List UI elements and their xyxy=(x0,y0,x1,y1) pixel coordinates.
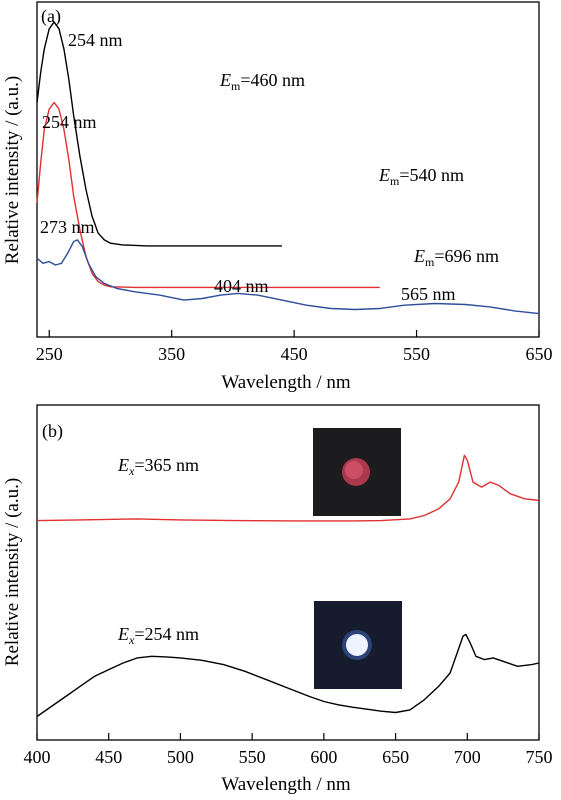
em-label-460: Em=460 nm xyxy=(219,70,305,93)
panel-b-x-tick-label: 450 xyxy=(95,747,122,767)
panel-a-xlabel: Wavelength / nm xyxy=(221,372,351,393)
ex-label-254: Ex=254 nm xyxy=(117,624,199,647)
panel-a-ylabel: Relative intensity / (a.u.) xyxy=(2,76,23,264)
panel-b: (b) Wavelength / nm Relative intensity /… xyxy=(2,404,553,795)
panel-b-x-tick-label: 700 xyxy=(454,747,481,767)
em-label-540: Em=540 nm xyxy=(378,165,464,188)
inset-photo-red xyxy=(313,428,401,516)
panel-b-frame xyxy=(36,404,540,741)
panel-a-label: (a) xyxy=(41,6,61,27)
peak-label-a4: 404 nm xyxy=(214,276,269,296)
peak-label-a2: 254 nm xyxy=(42,112,97,132)
panel-a: (a) Wavelength / nm Relative intensity /… xyxy=(2,1,553,393)
panel-b-x-tick-label: 600 xyxy=(310,747,337,767)
panel-a-series-line-3 xyxy=(36,239,540,315)
panel-a-x-tick-label: 550 xyxy=(403,344,430,364)
panel-b-x-tick-label: 650 xyxy=(382,747,409,767)
panel-b-series-line-2 xyxy=(36,633,540,718)
peak-label-a3: 273 nm xyxy=(40,217,95,237)
panel-b-x-tick-label: 400 xyxy=(24,747,51,767)
panel-b-xlabel: Wavelength / nm xyxy=(221,774,351,795)
peak-label-a5: 565 nm xyxy=(401,284,456,304)
panel-a-x-tick-label: 350 xyxy=(158,344,185,364)
peak-label-a1: 254 nm xyxy=(68,30,123,50)
em-label-696: Em=696 nm xyxy=(413,246,499,269)
inset-photo-blue xyxy=(314,601,402,689)
panel-a-x-tick-label: 450 xyxy=(281,344,308,364)
panel-b-ylabel: Relative intensity / (a.u.) xyxy=(2,478,23,666)
panel-a-x-tick-label: 650 xyxy=(526,344,553,364)
panel-a-series-line-2 xyxy=(36,101,380,289)
panel-b-x-tick-label: 500 xyxy=(167,747,194,767)
panel-b-x-tick-label: 550 xyxy=(239,747,266,767)
panel-b-label: (b) xyxy=(42,421,63,442)
ex-label-365: Ex=365 nm xyxy=(117,455,199,478)
panel-a-frame xyxy=(36,1,540,338)
panel-b-series-line-1 xyxy=(36,454,540,522)
panel-a-x-tick-label: 250 xyxy=(36,344,63,364)
panel-b-x-tick-label: 750 xyxy=(526,747,553,767)
panel-a-series-line-1 xyxy=(36,21,282,247)
